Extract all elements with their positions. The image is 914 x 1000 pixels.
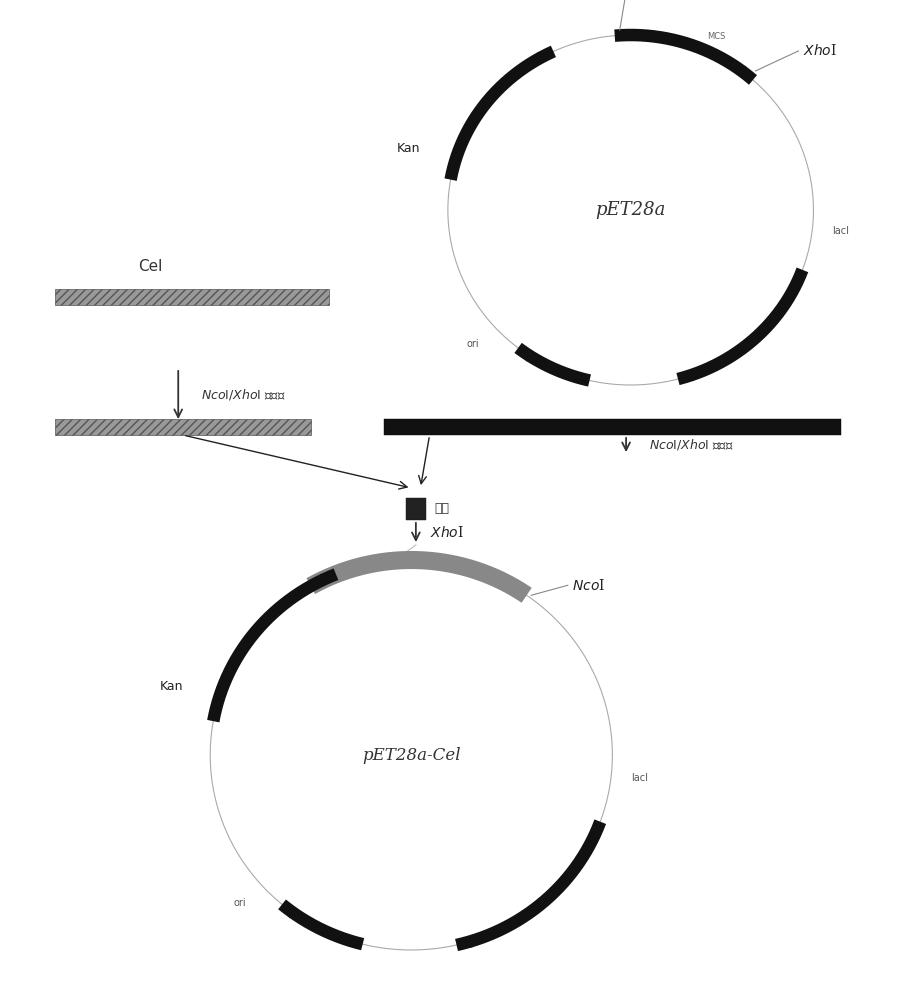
Text: Kan: Kan bbox=[397, 142, 420, 155]
Bar bbox=[384, 419, 841, 435]
Text: Cel: Cel bbox=[139, 259, 163, 274]
Bar bbox=[55, 419, 311, 435]
Bar bbox=[55, 289, 329, 305]
Text: ori: ori bbox=[233, 898, 246, 908]
Text: ori: ori bbox=[466, 339, 479, 349]
Text: pET28a-Cel: pET28a-Cel bbox=[362, 746, 461, 764]
Text: $\it{Nco}$I: $\it{Nco}$I bbox=[572, 578, 605, 593]
Text: $\it{Xho}$I: $\it{Xho}$I bbox=[803, 43, 837, 58]
Text: Kan: Kan bbox=[159, 680, 183, 693]
Text: $\it{Nco}$I/$\it{Xho}$I 双酶切: $\it{Nco}$I/$\it{Xho}$I 双酶切 bbox=[201, 386, 285, 401]
Bar bbox=[406, 498, 426, 520]
Text: pET28a: pET28a bbox=[596, 201, 665, 219]
Text: $\it{Xho}$I: $\it{Xho}$I bbox=[430, 525, 463, 540]
Text: lacI: lacI bbox=[832, 226, 849, 236]
Text: MCS: MCS bbox=[707, 32, 725, 41]
Text: $\it{Nco}$I/$\it{Xho}$I 双酶切: $\it{Nco}$I/$\it{Xho}$I 双酶切 bbox=[649, 438, 733, 452]
Text: 连接: 连接 bbox=[434, 502, 449, 516]
Text: lacI: lacI bbox=[631, 773, 648, 783]
